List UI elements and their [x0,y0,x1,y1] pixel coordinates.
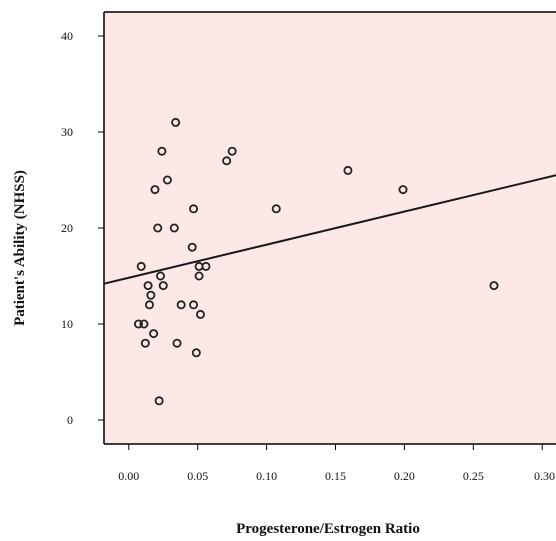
data-point [154,396,164,406]
data-point [194,271,204,281]
x-tick-label: 0.10 [256,469,277,483]
y-tick-label: 30 [61,125,73,139]
data-point [153,223,163,233]
data-point [139,319,149,329]
regression-line [103,174,556,285]
data-point [343,165,353,175]
y-axis-label: Patient's Ability (NHSS) [12,170,28,326]
data-point [176,300,186,310]
y-tick-label: 0 [67,413,73,427]
x-tick-label: 0.05 [187,469,208,483]
data-point [201,261,211,271]
y-tick-label: 40 [61,29,73,43]
x-axis-label: Progesterone/Estrogen Ratio [236,521,420,537]
x-tick-label: 0.30 [534,469,555,483]
data-point [271,204,281,214]
data-point [172,338,182,348]
data-point [150,185,160,195]
data-point [143,281,153,291]
y-tick-label: 10 [61,317,73,331]
data-point [189,204,199,214]
data-point [169,223,179,233]
data-point [162,175,172,185]
x-tick-label: 0.00 [118,469,139,483]
data-point [149,329,159,339]
data-point [191,348,201,358]
plot-area [104,12,556,444]
data-point [222,156,232,166]
data-point [227,146,237,156]
data-point [155,271,165,281]
data-point [158,281,168,291]
data-point [146,290,156,300]
data-point [398,185,408,195]
x-tick-label: 0.15 [325,469,346,483]
y-axis-ticks: 0 10 20 30 40 [61,29,104,427]
data-points [133,117,499,406]
data-point [189,300,199,310]
data-point [489,281,499,291]
y-tick-label: 20 [61,221,73,235]
data-point [171,117,181,127]
data-point [187,242,197,252]
x-tick-label: 0.25 [463,469,484,483]
data-point [140,338,150,348]
data-point [144,300,154,310]
data-point [136,261,146,271]
data-point [133,319,143,329]
data-point [157,146,167,156]
x-tick-label: 0.20 [394,469,415,483]
x-axis-ticks: 0.00 0.05 0.10 0.15 0.20 0.25 0.30 [118,444,555,483]
data-point [195,309,205,319]
